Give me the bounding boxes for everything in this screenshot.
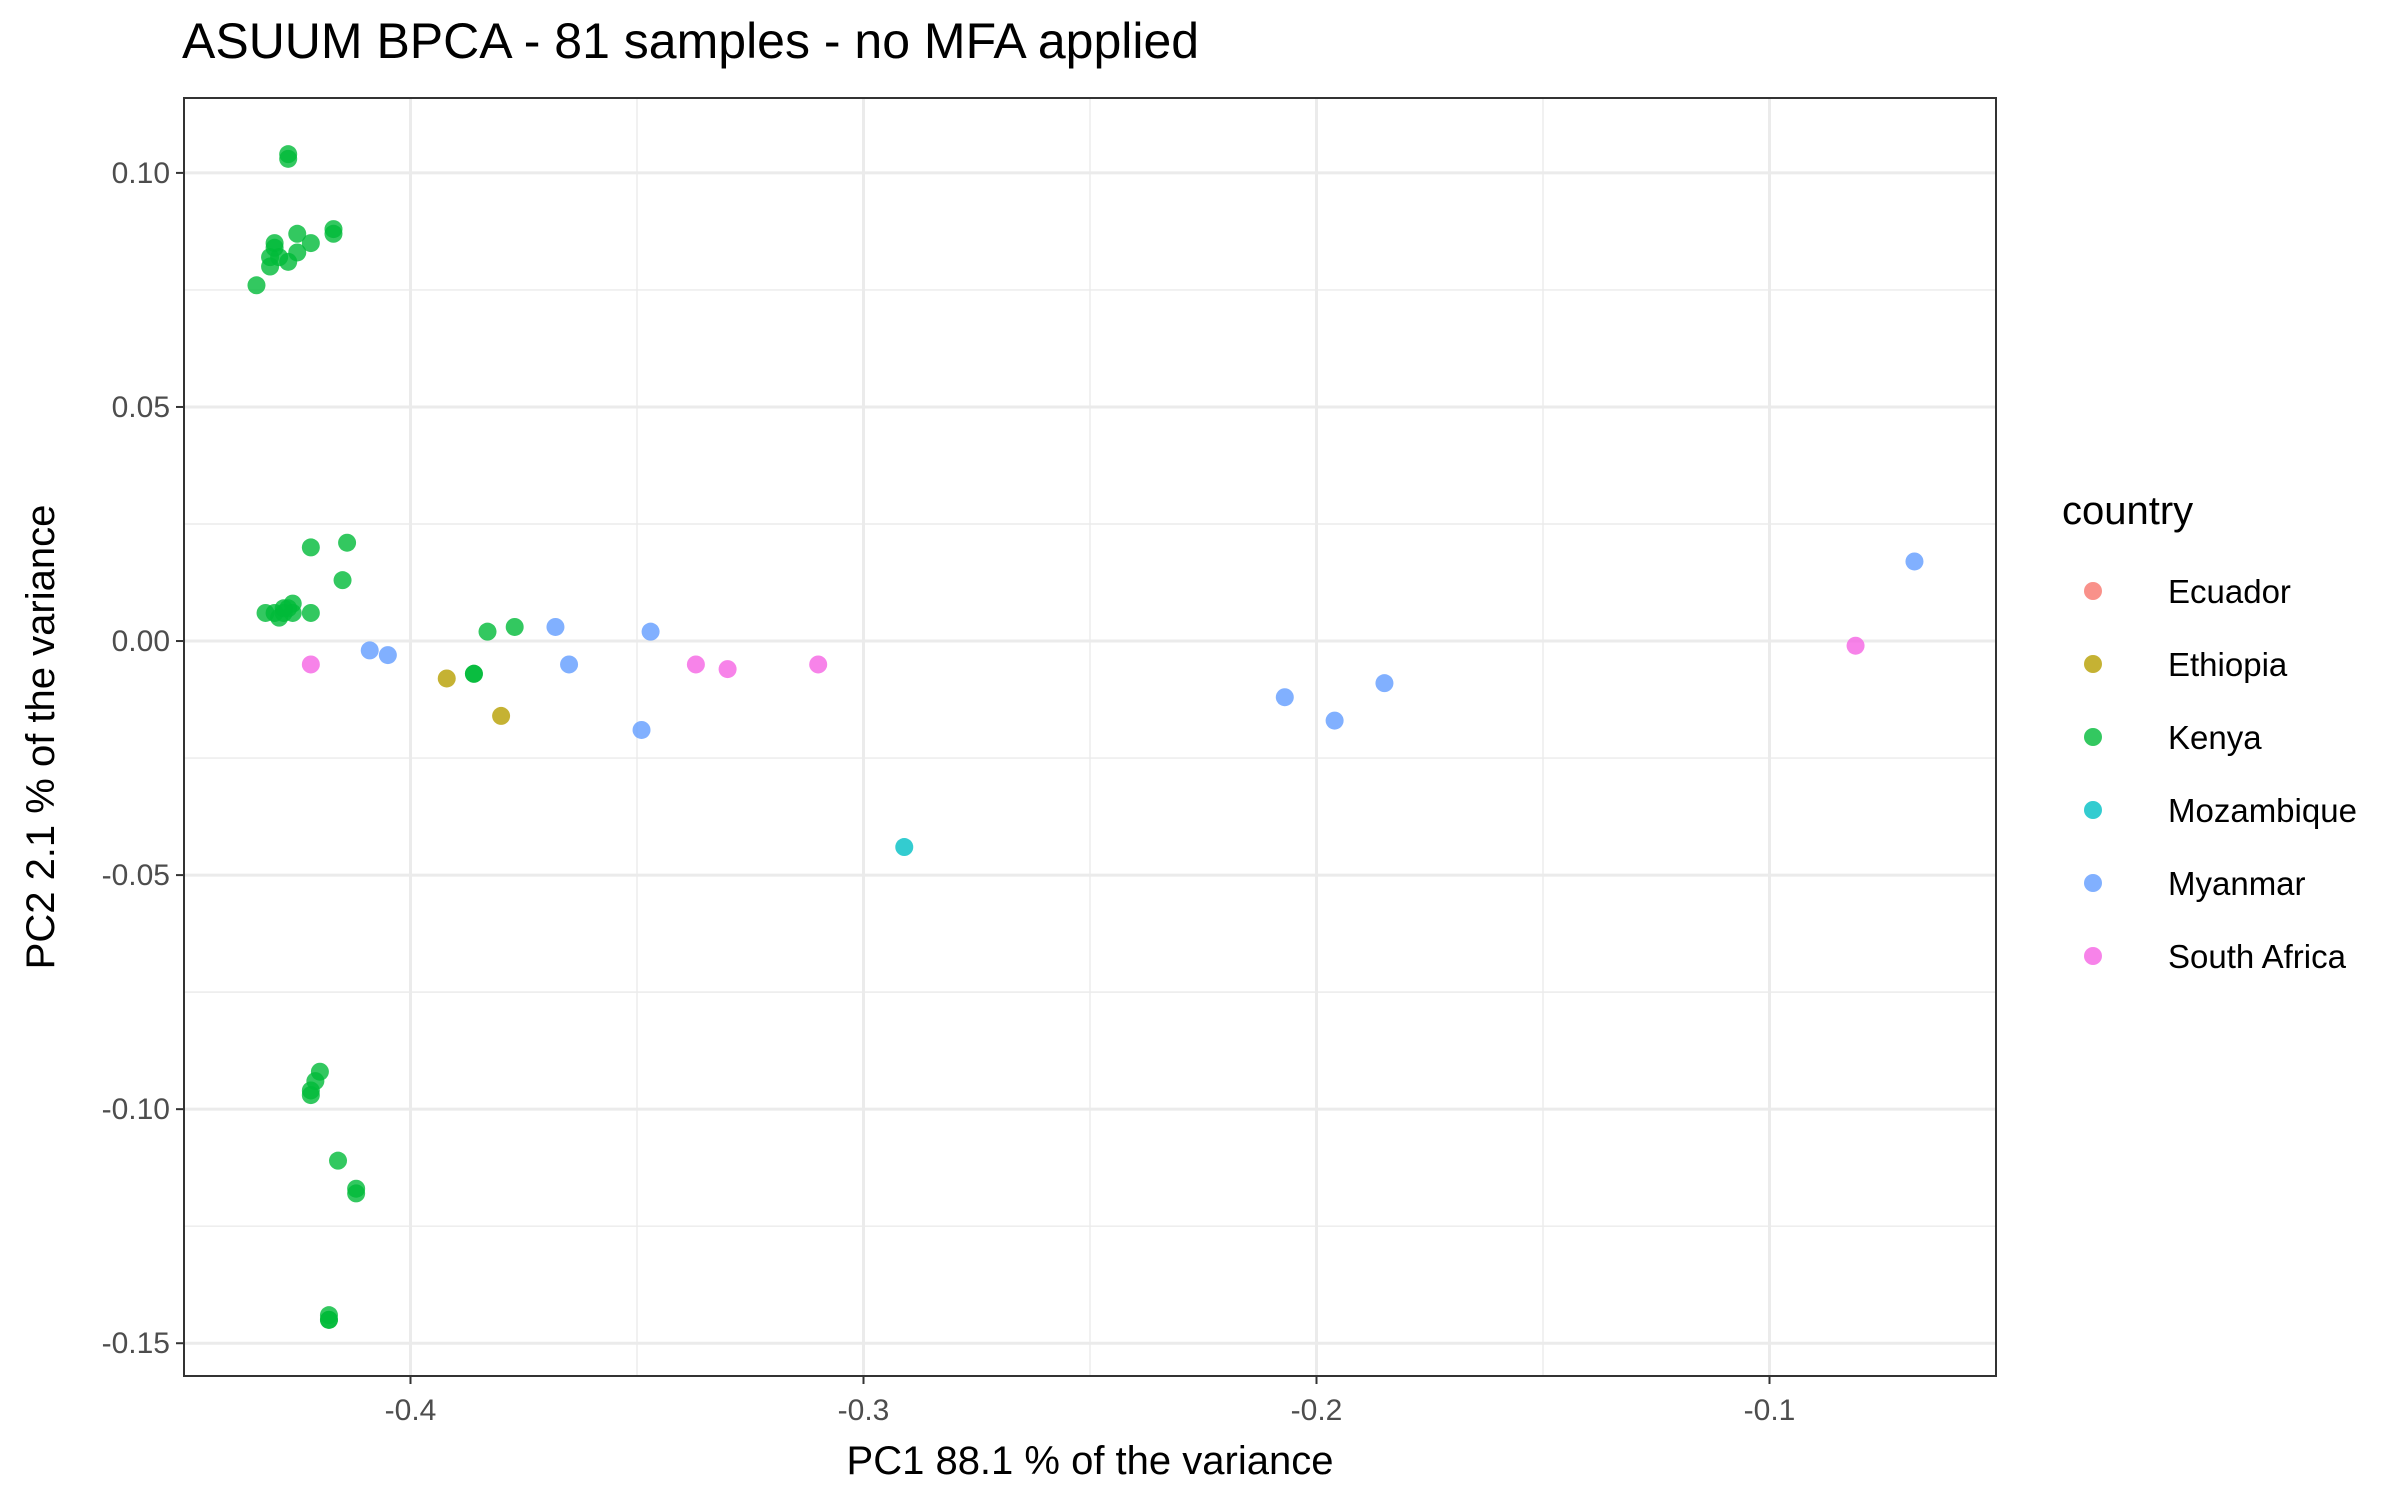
data-point-kenya	[247, 276, 266, 295]
y-tick-label: 0.05	[112, 391, 170, 424]
data-point-kenya	[338, 533, 357, 552]
y-axis-ticks: 0.10 0.05 0.00 -0.05 -0.10 -0.15	[102, 157, 184, 1360]
y-tick-label: -0.10	[102, 1093, 170, 1126]
legend-key-ethiopia	[2084, 655, 2102, 673]
data-point-myanmar	[378, 646, 397, 665]
y-tick-label: 0.00	[112, 625, 170, 658]
data-point-myanmar	[1375, 674, 1394, 693]
data-point-kenya	[301, 603, 320, 622]
data-point-myanmar	[360, 641, 379, 660]
data-point-kenya	[261, 257, 280, 276]
data-point-south-africa	[686, 655, 705, 674]
data-point-ethiopia	[437, 669, 456, 688]
y-tick-label: 0.10	[112, 157, 170, 190]
y-axis-label: PC2 2.1 % of the variance	[19, 505, 63, 970]
data-point-kenya	[324, 224, 343, 243]
data-point-myanmar	[1905, 552, 1924, 571]
data-point-myanmar	[632, 720, 651, 739]
data-point-kenya	[279, 252, 298, 271]
legend-key-ecuador	[2084, 582, 2102, 600]
legend-key-mozambique	[2084, 801, 2102, 819]
legend-label-mozambique: Mozambique	[2168, 792, 2357, 829]
grid-lines	[184, 98, 1996, 1376]
x-tick-label: -0.2	[1291, 1394, 1343, 1427]
x-tick-label: -0.4	[385, 1394, 437, 1427]
data-point-myanmar	[546, 617, 565, 636]
legend: country Ecuador Ethiopia Kenya Mozambique My…	[2062, 489, 2357, 975]
data-point-kenya	[478, 622, 497, 641]
legend-label-kenya: Kenya	[2168, 719, 2262, 756]
legend-title: country	[2062, 489, 2193, 533]
data-point-kenya	[301, 538, 320, 557]
data-point-kenya	[283, 603, 302, 622]
chart-title: ASUUM BPCA - 81 samples - no MFA applied	[182, 13, 1199, 69]
data-point-kenya	[301, 1086, 320, 1105]
y-tick-label: -0.15	[102, 1327, 170, 1360]
data-point-myanmar	[560, 655, 579, 674]
legend-key-kenya	[2084, 728, 2102, 746]
data-point-myanmar	[1325, 711, 1344, 730]
data-point-ethiopia	[492, 706, 511, 725]
x-tick-label: -0.1	[1744, 1394, 1796, 1427]
legend-key-south-africa	[2084, 947, 2102, 965]
data-point-south-africa	[301, 655, 320, 674]
x-axis-ticks: -0.4 -0.3 -0.2 -0.1	[385, 1376, 1796, 1427]
legend-items: Ecuador Ethiopia Kenya Mozambique Myanmar Sou…	[2084, 573, 2357, 975]
data-points	[247, 145, 1924, 1329]
data-point-kenya	[288, 224, 307, 243]
data-point-south-africa	[809, 655, 828, 674]
legend-label-ethiopia: Ethiopia	[2168, 646, 2288, 683]
data-point-kenya	[279, 149, 298, 168]
legend-key-myanmar	[2084, 874, 2102, 892]
x-axis-label: PC1 88.1 % of the variance	[847, 1439, 1334, 1483]
data-point-myanmar	[1275, 688, 1294, 707]
data-point-kenya	[301, 234, 320, 253]
data-point-south-africa	[1846, 636, 1865, 655]
plot-border	[183, 97, 1997, 1377]
data-point-kenya	[329, 1151, 348, 1170]
legend-label-ecuador: Ecuador	[2168, 573, 2291, 610]
legend-label-myanmar: Myanmar	[2168, 865, 2306, 902]
legend-label-south-africa: South Africa	[2168, 938, 2347, 975]
data-point-mozambique	[895, 838, 914, 857]
data-point-kenya	[505, 617, 524, 636]
data-point-kenya	[319, 1310, 338, 1329]
data-point-kenya	[464, 664, 483, 683]
x-tick-label: -0.3	[838, 1394, 890, 1427]
data-point-kenya	[347, 1184, 366, 1203]
data-point-myanmar	[641, 622, 660, 641]
y-tick-label: -0.05	[102, 859, 170, 892]
data-point-south-africa	[718, 660, 737, 679]
data-point-kenya	[333, 571, 352, 590]
